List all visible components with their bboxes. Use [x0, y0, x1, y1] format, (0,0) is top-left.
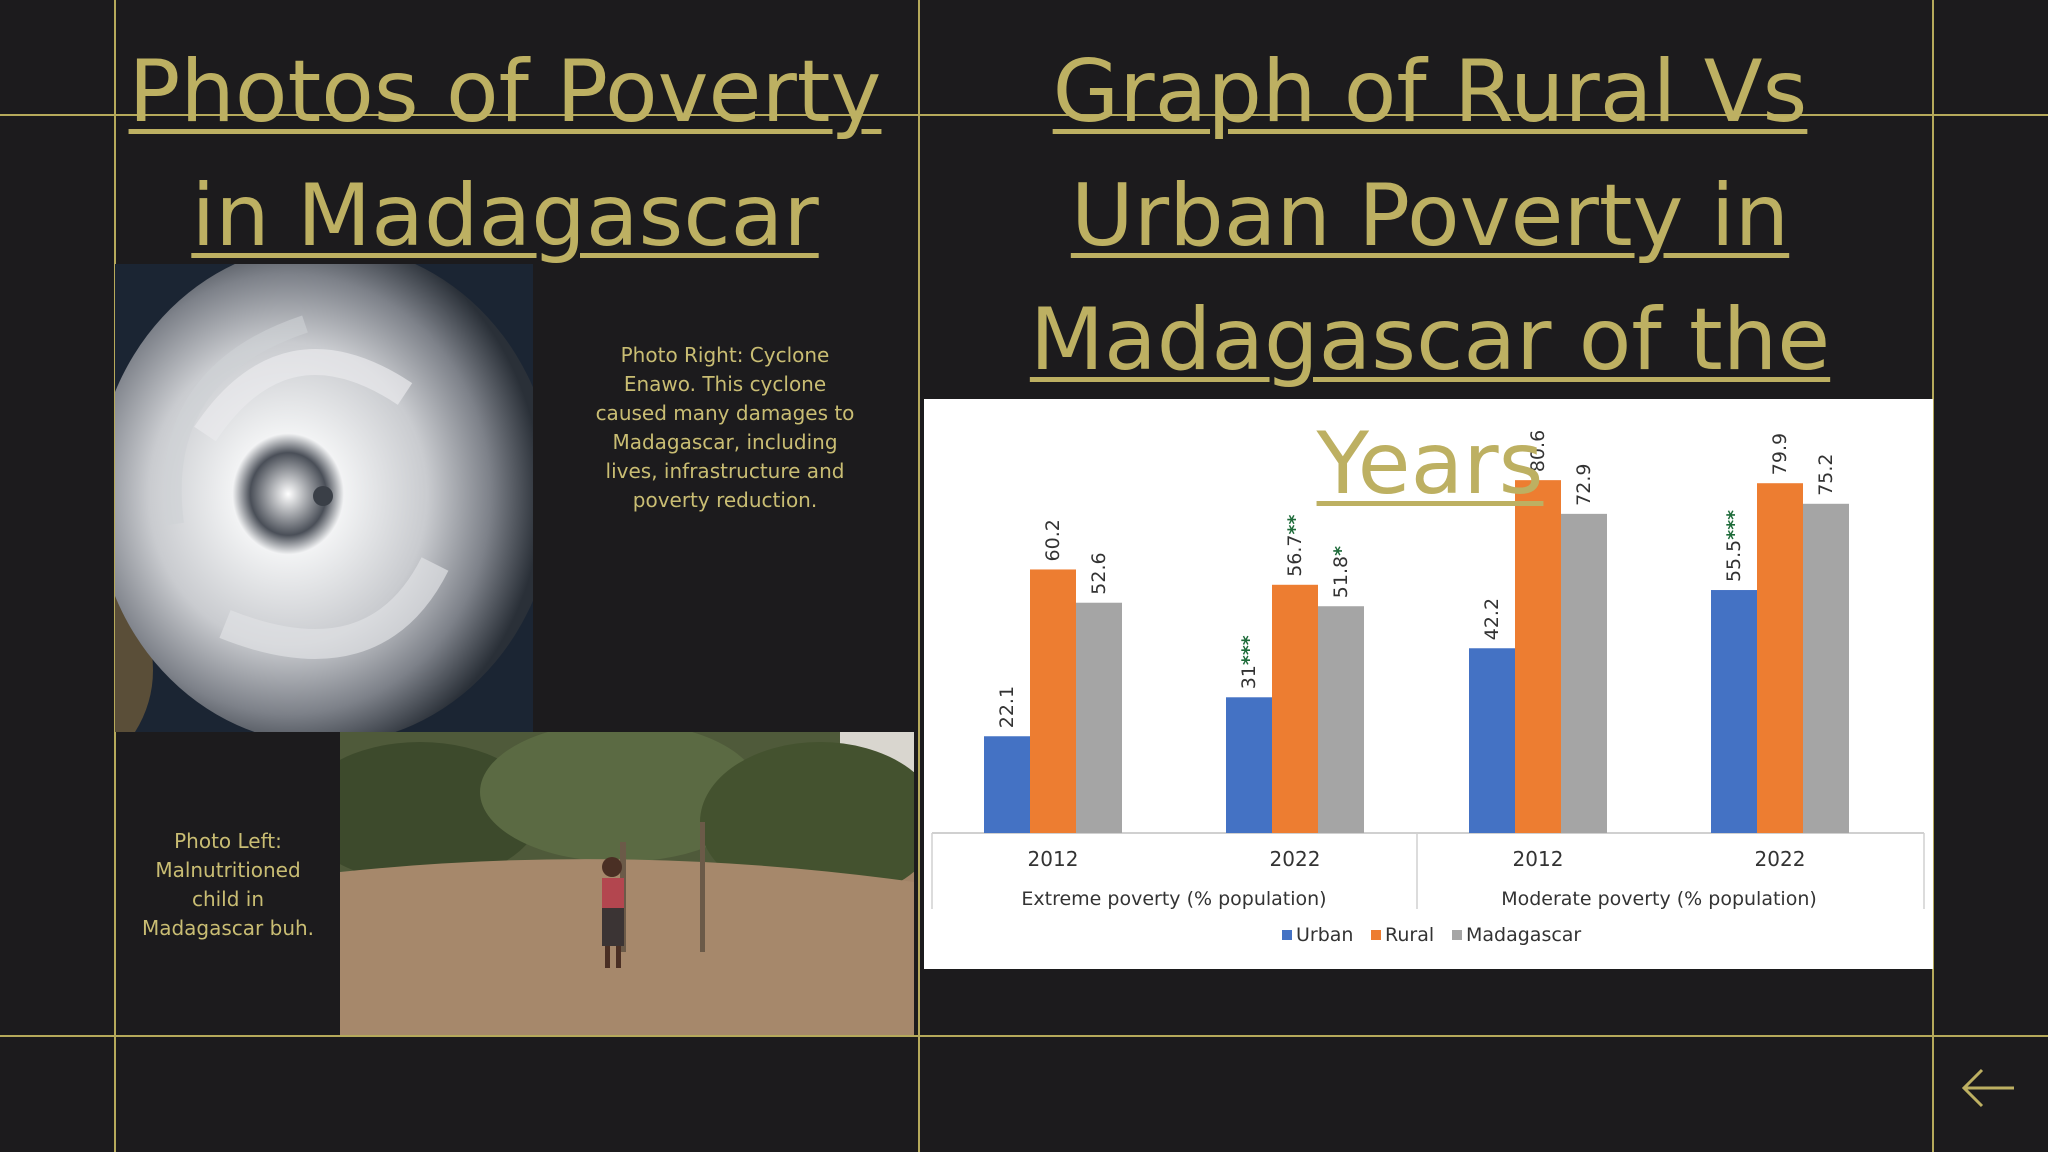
- data-label-madagascar-1: 51.8*: [1330, 546, 1352, 598]
- group-label-extreme: Extreme poverty (% population): [1021, 888, 1326, 910]
- x-tick-label-2: 2012: [1513, 847, 1564, 871]
- child-photo: [340, 732, 914, 1035]
- bar-madagascar-3: [1803, 503, 1849, 833]
- data-label-rural-3: 79.9: [1769, 433, 1791, 475]
- x-tick-label-0: 2012: [1028, 847, 1079, 871]
- data-label-urban-1: 31***: [1238, 635, 1260, 689]
- bar-rural-2: [1515, 480, 1561, 833]
- right-title: Graph of Rural Vs Urban Poverty in Madag…: [1029, 42, 1831, 514]
- bar-urban-3: [1711, 590, 1757, 833]
- data-label-madagascar-3: 75.2: [1815, 453, 1837, 495]
- bar-madagascar-1: [1318, 606, 1364, 833]
- bar-urban-2: [1469, 648, 1515, 833]
- caption-right: Photo Right: Cyclone Enawo. This cyclone…: [595, 343, 855, 512]
- data-label-madagascar-2: 72.9: [1573, 464, 1595, 506]
- data-label-rural-1: 56.7**: [1284, 515, 1306, 577]
- data-label-urban-3: 55.5***: [1723, 510, 1745, 582]
- frame-line-top: [0, 114, 2048, 116]
- caption-left: Photo Left: Malnutritioned child in Mada…: [141, 829, 315, 940]
- bar-urban-1: [1226, 697, 1272, 833]
- bar-urban-0: [984, 736, 1030, 833]
- legend-swatch-madagascar: [1452, 930, 1462, 940]
- left-title: Photos of Poverty in Madagascar: [128, 42, 882, 266]
- data-label-rural-0: 60.2: [1042, 519, 1064, 561]
- chart-svg: 22.1 60.2 52.6 2012 31*** 56.7** 51.8* 2022 42.2…: [931, 430, 1925, 946]
- frame-line-middle: [918, 0, 920, 1152]
- x-tick-label-3: 2022: [1755, 847, 1806, 871]
- legend-label-rural: Rural: [1385, 924, 1434, 946]
- x-tick-label-1: 2022: [1270, 847, 1321, 871]
- bar-madagascar-0: [1076, 602, 1122, 833]
- frame-line-right: [1932, 0, 1934, 1152]
- bar-rural-0: [1030, 569, 1076, 833]
- legend-label-madagascar: Madagascar: [1466, 924, 1581, 946]
- cyclone-satellite-photo: [115, 264, 533, 732]
- data-label-madagascar-0: 52.6: [1088, 552, 1110, 594]
- group-label-moderate: Moderate poverty (% population): [1501, 888, 1817, 910]
- back-button[interactable]: [1960, 1066, 2016, 1110]
- data-label-urban-2: 42.2: [1481, 598, 1503, 640]
- legend-swatch-rural: [1371, 930, 1381, 940]
- bar-rural-1: [1272, 584, 1318, 833]
- arrow-left-icon: [1961, 1068, 2014, 1108]
- legend-swatch-urban: [1282, 930, 1292, 940]
- data-label-urban-0: 22.1: [996, 686, 1018, 728]
- bar-rural-3: [1757, 483, 1803, 833]
- poverty-bar-chart: 22.1 60.2 52.6 2012 31*** 56.7** 51.8* 2022 42.2…: [924, 399, 1933, 969]
- bar-madagascar-2: [1561, 513, 1607, 833]
- frame-line-bottom: [0, 1035, 2048, 1037]
- legend-label-urban: Urban: [1296, 924, 1353, 946]
- data-label-rural-2: 80.6: [1527, 430, 1549, 472]
